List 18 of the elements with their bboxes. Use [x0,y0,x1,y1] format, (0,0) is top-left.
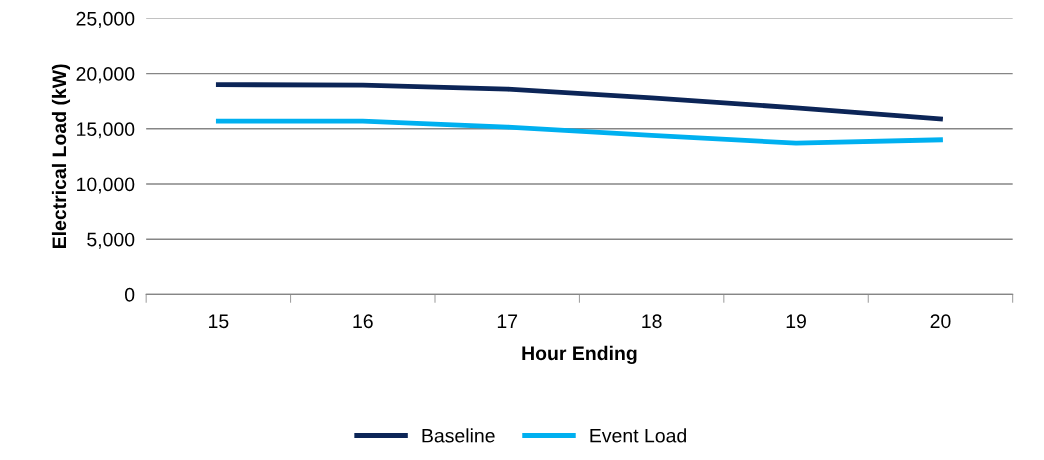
line-series [215,118,943,146]
y-tick-label: 10,000 [77,177,135,194]
x-tick-label: 17 [497,314,518,328]
x-tick-label: 19 [786,314,806,329]
y-tick-label: 15,000 [77,122,135,139]
x-tick-label: 15 [209,314,229,329]
line-series [215,82,943,122]
x-tick-label: 20 [930,314,951,329]
x-tick-label: 18 [642,314,662,329]
y-tick-label: 25,000 [76,11,135,28]
legend-label: Event Load [590,428,686,443]
x-tick-label: 16 [353,314,373,329]
y-axis-title: Electrical Load (kW) [51,64,71,249]
y-tick-label: 0 [125,287,135,302]
legend-label: Baseline [422,428,495,443]
y-tick-label: 5,000 [87,232,135,249]
y-tick-label: 20,000 [76,67,135,84]
x-axis-title: Hour Ending [522,345,637,365]
